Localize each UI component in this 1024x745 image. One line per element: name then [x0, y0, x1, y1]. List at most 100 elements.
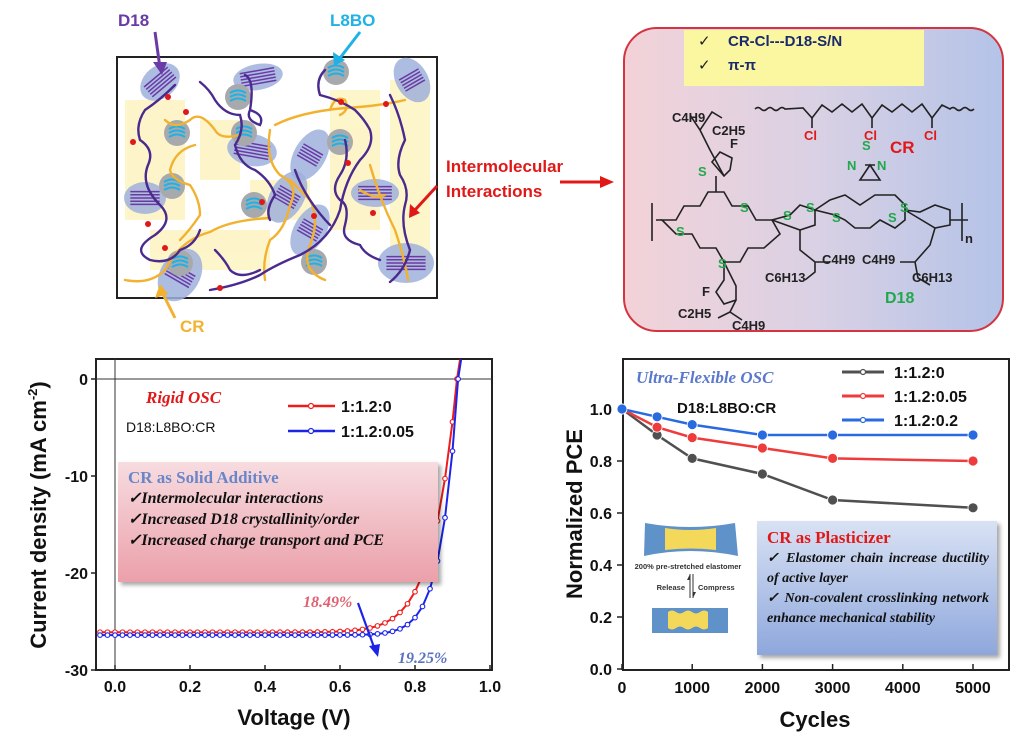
interaction-dot	[217, 285, 223, 291]
fibril-line	[274, 193, 297, 207]
fibril-line	[240, 73, 276, 81]
interaction-item: ✓ π-π	[684, 54, 924, 78]
fibril-line	[303, 218, 324, 231]
fibril-line	[276, 190, 298, 204]
data-point	[299, 632, 306, 638]
legend-label-series-2: 1:1.2:0.2	[894, 413, 958, 430]
data-point	[686, 432, 698, 444]
stack-arc	[331, 138, 349, 143]
y-tick-label: 1.0	[590, 402, 612, 419]
domain-circle	[164, 120, 190, 146]
fibril-line	[301, 220, 322, 234]
data-point	[134, 632, 141, 638]
legend-marker-series-2	[859, 416, 867, 424]
stack-arc	[331, 134, 349, 139]
data-point	[127, 632, 133, 638]
interaction-list: ✓ CR-Cl---D18-S/N ✓ π-π	[684, 30, 924, 86]
stack-arc	[229, 89, 247, 94]
data-point	[374, 623, 381, 629]
data-point	[224, 632, 231, 638]
data-point	[686, 452, 698, 464]
y-tick-label: 0.0	[590, 662, 612, 679]
d18-crystal-domains	[124, 57, 434, 302]
elastomer-inset	[644, 523, 738, 633]
y-tick-label: 0.8	[590, 454, 612, 471]
x-tick-label: 1.0	[479, 679, 501, 696]
data-point	[97, 632, 103, 638]
data-point	[651, 421, 663, 433]
fibril-line	[303, 143, 324, 156]
data-point	[827, 429, 838, 441]
fibril-line	[279, 184, 301, 199]
fibril-line	[164, 272, 190, 289]
l8bo-domain	[225, 84, 251, 110]
d18-fibril-domain	[233, 63, 283, 91]
interaction-dot	[183, 109, 189, 115]
jv-xlabel: Voltage (V)	[237, 705, 350, 730]
stack-arc	[171, 263, 189, 268]
annotation-item: ✓Increased charge transport and PCE	[128, 532, 385, 549]
fibril-line	[403, 76, 424, 90]
data-point	[412, 588, 418, 595]
data-point	[179, 632, 186, 638]
fibril-line	[299, 148, 321, 162]
interaction-dot	[370, 210, 376, 216]
stack-arc	[163, 182, 181, 187]
data-point	[967, 429, 979, 441]
series-line-1	[621, 407, 974, 463]
pce-series	[616, 403, 979, 514]
d18-label: D18	[118, 11, 149, 30]
fibril-line	[398, 68, 419, 81]
pce-ylabel: Normalized PCE	[562, 429, 587, 599]
data-point	[352, 627, 358, 634]
x-tick-label: 0.0	[104, 679, 126, 696]
data-point	[616, 403, 628, 415]
data-point	[389, 628, 396, 635]
interactions-label-line2: Interactions	[446, 182, 542, 201]
fibril-line	[298, 226, 319, 240]
x-tick-label: 0.8	[404, 679, 426, 696]
data-point	[149, 632, 156, 638]
data-point	[616, 403, 628, 415]
stack-arc	[168, 133, 186, 138]
data-point	[374, 631, 381, 637]
solid-additive-annotation: CR as Solid Additive ✓Intermolecular int…	[118, 462, 438, 582]
y-tick-label: -10	[65, 469, 88, 486]
fibril-line	[165, 270, 191, 286]
data-point	[307, 632, 313, 638]
stack-arc	[229, 97, 247, 102]
fibril-line	[298, 151, 319, 165]
annotation-item: ✓ Non-covalent crosslinking network enha…	[767, 591, 989, 626]
fibril-line	[143, 66, 169, 88]
interaction-dot	[383, 101, 389, 107]
fibril-line	[299, 223, 321, 237]
d18-fibril-domain	[393, 57, 431, 103]
x-tick-label: 0	[618, 680, 627, 697]
data-point	[427, 585, 433, 592]
legend-marker-series-0	[307, 402, 315, 410]
jv-ticks: 0.0 0.2 0.4 0.6 0.8 1.0 0 -10 -20 -30	[65, 372, 501, 696]
legend-marker-series-0	[859, 368, 867, 376]
interaction-dot	[162, 245, 168, 251]
fibril-line	[241, 76, 276, 84]
y-tick-label: 0.2	[590, 610, 612, 627]
data-point	[269, 632, 276, 638]
l8bo-domain	[164, 120, 190, 146]
fibril-line	[151, 76, 177, 98]
domain-circle	[241, 192, 267, 218]
annotation-item: ✓Intermolecular interactions	[128, 490, 324, 507]
d18-fibril-domain	[290, 129, 330, 181]
legend-label-series-0: 1:1.2:0	[894, 365, 945, 382]
data-point	[172, 632, 178, 638]
data-point	[254, 632, 261, 638]
fibril-line	[400, 70, 421, 84]
data-point	[382, 630, 388, 636]
y-tick-label: 0	[79, 372, 88, 389]
jv-chart: 0.0 0.2 0.4 0.6 0.8 1.0 0 -10 -20 -30 Current den…	[25, 358, 501, 730]
annotation-item: ✓Increased D18 crystallinity/order	[128, 511, 360, 528]
data-point	[455, 376, 461, 382]
domain-circle	[323, 59, 349, 85]
annotation-item: ✓ Elastomer chain increase ductility of …	[767, 551, 989, 586]
data-point	[827, 494, 838, 506]
legend-label-series-0: 1:1.2:0	[341, 399, 392, 416]
